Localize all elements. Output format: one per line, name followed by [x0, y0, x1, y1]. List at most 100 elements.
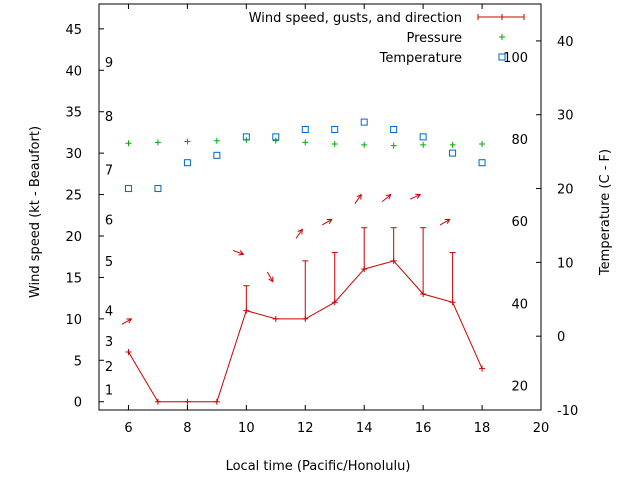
temperature-point	[213, 151, 221, 159]
y-tick-label: 25	[65, 189, 82, 204]
wind-direction-shaft	[295, 229, 303, 239]
beaufort-label: 6	[105, 213, 113, 228]
beaufort-label: 1	[105, 383, 113, 398]
legend-label: Pressure	[406, 31, 462, 46]
wind-direction-head	[356, 193, 362, 200]
x-tick-label: 12	[297, 421, 314, 436]
wind-direction-arrow	[295, 228, 303, 239]
beaufort-label: 4	[105, 305, 113, 320]
x-axis-label: Local time (Pacific/Honolulu)	[226, 459, 411, 474]
y-tick-label: 0	[74, 396, 82, 411]
legend-pressure-point	[499, 34, 505, 40]
wind-direction-head	[297, 228, 303, 235]
fahrenheit-label: 40	[511, 298, 528, 313]
beaufort-label: 5	[105, 255, 113, 270]
x-tick-label: 18	[474, 421, 491, 436]
temperature-point	[478, 159, 486, 167]
beaufort-label: 9	[105, 56, 113, 71]
y-axis-label: Wind speed (kt - Beaufort)	[28, 126, 43, 298]
pressure-point	[213, 137, 220, 144]
x-tick-label: 6	[124, 421, 132, 436]
y-tick-label: 5	[74, 354, 82, 369]
pressure-point	[154, 139, 161, 146]
y-tick-label: 20	[65, 230, 82, 245]
temperature-point	[419, 133, 427, 141]
pressure-point	[449, 141, 456, 148]
wind-direction-arrow	[266, 271, 274, 283]
wind-direction-shaft	[121, 318, 132, 325]
y-tick-label: 35	[65, 106, 82, 121]
wind-speed-point	[125, 349, 132, 355]
axes: 6 8 10 12 14 16 18 20051015202530354045-1001020…	[65, 4, 578, 436]
wind-direction-head	[238, 250, 245, 256]
beaufort-label: 3	[105, 335, 113, 350]
wind-direction-head	[268, 276, 274, 283]
y2-tick-label: 20	[557, 183, 574, 198]
y2-tick-label: 30	[557, 109, 574, 124]
temperature-point	[242, 133, 250, 141]
pressure-point	[302, 139, 309, 146]
wind-direction-arrow	[354, 193, 362, 204]
wind-speed-point	[213, 398, 220, 405]
beaufort-label: 8	[105, 110, 113, 125]
pressure-point	[361, 141, 368, 148]
y2-tick-label: 40	[557, 35, 574, 50]
wind-direction-head	[444, 218, 451, 224]
temperature-point	[360, 118, 368, 126]
wind-direction-shaft	[322, 218, 333, 226]
x-tick-label: 20	[533, 421, 550, 436]
fahrenheit-label: 80	[511, 133, 528, 148]
y-tick-label: 10	[65, 313, 82, 328]
y2-axis-label: Temperature (C - F)	[598, 149, 613, 276]
pressure-point	[125, 140, 132, 147]
wind-speed-point	[184, 398, 191, 405]
pressure-point	[184, 138, 191, 145]
legend-label: Wind speed, gusts, and direction	[249, 11, 462, 26]
x-tick-label: 14	[356, 421, 373, 436]
wind-direction-shaft	[410, 194, 421, 200]
legend-label: Temperature	[379, 51, 462, 66]
fahrenheit-label: 100	[503, 51, 528, 66]
temperature-point	[301, 125, 309, 133]
y2-tick-label: 0	[557, 330, 565, 345]
temperature-point	[272, 133, 280, 141]
temperature-point	[331, 125, 339, 133]
fahrenheit-label: 60	[511, 215, 528, 230]
fahrenheit-label: 20	[511, 380, 528, 395]
wind-direction-arrow	[439, 218, 451, 226]
wind-direction-shaft	[354, 194, 362, 204]
plot-frame	[98, 3, 542, 411]
y-tick-label: 30	[65, 147, 82, 162]
wind-direction-shaft	[232, 249, 244, 255]
wind-direction-head	[385, 193, 392, 200]
pressure-point	[331, 141, 338, 148]
wind-direction-head	[126, 318, 133, 324]
temperature-point	[124, 185, 132, 193]
legend: Wind speed, gusts, and direction Pressure…	[249, 11, 525, 66]
legend-wind-point	[499, 14, 505, 20]
wind-speed-point	[272, 315, 279, 322]
x-tick-label: 8	[183, 421, 191, 436]
legend-temperature-point	[498, 53, 506, 61]
x-tick-label: 16	[415, 421, 432, 436]
wind-speed-point	[154, 398, 161, 405]
pressure-point	[272, 137, 279, 144]
wind-direction-arrow	[121, 318, 133, 325]
wind-direction-shaft	[381, 194, 392, 203]
y-tick-label: 45	[65, 23, 82, 38]
wind-direction-arrow	[322, 218, 333, 226]
temperature-point	[183, 159, 191, 167]
beaufort-label: 7	[105, 164, 113, 179]
y-tick-label: 40	[65, 64, 82, 79]
wind-direction-shaft	[266, 271, 274, 282]
wind-direction-arrow	[232, 249, 245, 256]
pressure-point	[479, 141, 486, 148]
wind-direction-shaft	[439, 218, 450, 226]
pressure-point	[390, 142, 397, 149]
pressure-point	[420, 141, 427, 148]
temperature-point	[154, 185, 162, 193]
wind-direction-arrow	[410, 193, 422, 200]
y-tick-label: 15	[65, 271, 82, 286]
temperature-point	[390, 125, 398, 133]
